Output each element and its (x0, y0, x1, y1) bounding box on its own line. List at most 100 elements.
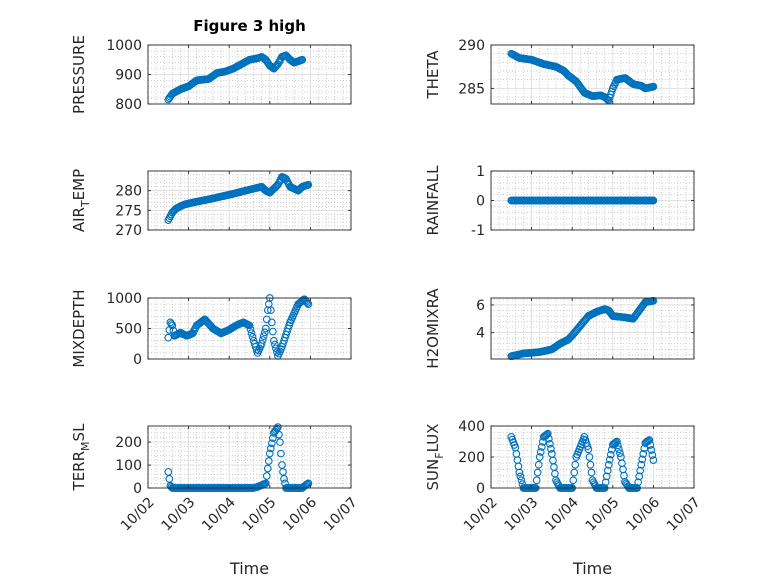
data-point (637, 460, 646, 469)
data-point (270, 336, 278, 345)
data-point (649, 296, 658, 305)
figure-title: Figure 3 high (193, 17, 306, 35)
y-tick-label: 800 (115, 97, 142, 113)
data-point (602, 472, 611, 481)
y-axis-label: AIRTEMP (70, 169, 92, 232)
data-point (583, 442, 592, 451)
data-point (634, 478, 643, 487)
y-tick-label: 290 (458, 38, 485, 54)
y-tick-label: 200 (115, 435, 142, 451)
data-point (248, 333, 257, 341)
data-point (277, 449, 285, 458)
data-point (585, 453, 594, 461)
data-point (587, 468, 596, 477)
subplot-mixdepth: 0 500 1000 MIXDEPTH (70, 289, 352, 368)
y-tick-label: 0 (476, 481, 485, 497)
data-point (260, 328, 269, 337)
y-tick-label: 6 (476, 298, 485, 314)
data-point (571, 460, 580, 469)
data-point (280, 474, 288, 483)
y-axis-label: RAINFALL (424, 165, 442, 236)
data-point (261, 479, 270, 488)
y-tick-label: 285 (458, 81, 485, 97)
data-point (547, 445, 555, 453)
data-point (616, 449, 624, 457)
data-point (604, 460, 613, 469)
data-point (261, 324, 270, 333)
x-tick-label: 10/02 (118, 494, 158, 534)
data-point (262, 472, 271, 480)
data-point (268, 327, 277, 336)
data-point (533, 468, 542, 477)
x-tick-label: 10/04 (199, 494, 239, 534)
y-tick-label: 400 (458, 419, 485, 435)
x-axis-label: Time (229, 559, 269, 578)
data-point (543, 429, 552, 438)
axes-box (490, 297, 695, 360)
data-point (614, 441, 622, 450)
axes-background (491, 298, 694, 359)
axes-box (147, 170, 352, 231)
subplot-terr-msl: 0 100 200 10/02 10/03 10/04 10/05 10/06 10/07 Tim… (70, 423, 361, 578)
y-axis-label: PRESSURE (70, 35, 88, 114)
data-point (263, 464, 272, 473)
data-point (298, 55, 307, 64)
data-point (635, 472, 644, 481)
x-tick-label: 10/03 (159, 494, 199, 534)
y-tick-label: 280 (115, 184, 142, 200)
data-point (534, 460, 543, 469)
data-point (275, 430, 283, 439)
subplot-rainfall: -1 0 1 RAINFALL (424, 164, 695, 239)
data-point (532, 476, 541, 485)
x-tick-label: 10/05 (240, 494, 280, 534)
data-point (245, 321, 254, 330)
data-point (247, 329, 256, 337)
data-point (644, 436, 653, 445)
data-point (246, 325, 255, 334)
y-axis-label: MIXDEPTH (70, 289, 88, 367)
y-tick-label: 0 (133, 481, 142, 497)
y-tick-label: 1 (476, 164, 485, 180)
data-point (304, 180, 313, 189)
data-point (570, 468, 579, 477)
data-point (638, 455, 647, 464)
axes-box (490, 44, 695, 105)
y-tick-label: 275 (115, 203, 142, 219)
x-tick-label: 10/03 (502, 494, 542, 534)
data-point (649, 82, 658, 91)
subplot-h2omixra: 4 6 H2OMIXRA (424, 288, 695, 369)
data-point (515, 468, 524, 477)
data-point (584, 445, 593, 454)
subplot-pressure: 800 900 1000 PRESSURE Figure 3 high (70, 17, 352, 114)
data-point (586, 460, 595, 469)
x-tick-label: 10/06 (280, 494, 320, 534)
y-tick-label: 1000 (106, 291, 142, 307)
y-tick-label: 200 (458, 450, 485, 466)
data-point (267, 439, 276, 448)
data-point (639, 450, 648, 458)
data-point (267, 63, 276, 71)
x-tick-label: 10/06 (623, 494, 663, 534)
data-point (535, 453, 544, 461)
y-tick-label: -1 (471, 223, 485, 239)
axes-box (147, 425, 352, 489)
subplot-air-temp: 270 275 280 AIRTEMP (70, 169, 352, 239)
y-tick-label: 0 (476, 194, 485, 210)
data-point (646, 441, 655, 449)
data-point (304, 300, 313, 308)
axes-background (148, 171, 351, 230)
data-point (606, 450, 615, 459)
data-point (537, 443, 546, 451)
data-point (536, 448, 545, 456)
y-tick-label: 100 (115, 458, 142, 474)
data-point (605, 455, 614, 464)
y-tick-label: 1000 (106, 38, 142, 54)
y-axis-label: TERRMSL (70, 423, 92, 492)
data-point (615, 445, 623, 454)
data-point (274, 423, 282, 431)
data-point (258, 336, 267, 344)
data-point (259, 332, 268, 340)
y-tick-label: 500 (115, 322, 142, 338)
data-point (601, 478, 610, 487)
subplot-theta: 285 290 THETA (424, 38, 695, 105)
